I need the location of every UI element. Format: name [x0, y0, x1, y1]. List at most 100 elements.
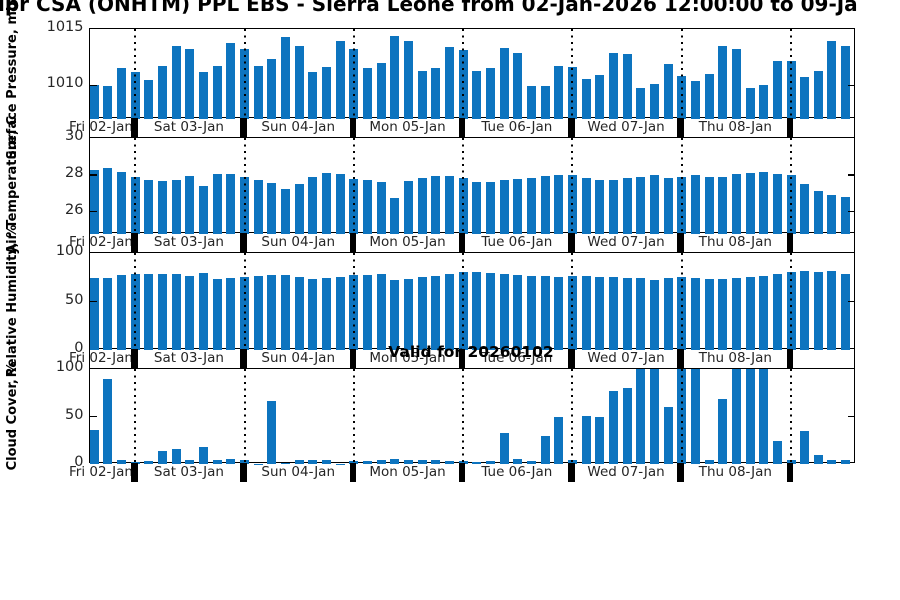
midnight-gridline [571, 369, 574, 464]
bar [281, 275, 291, 350]
midnight-gridline [790, 253, 792, 350]
y-tick-mark [89, 84, 97, 86]
y-axis-label-cloud: Cloud Cover, % [5, 361, 20, 470]
bar [185, 276, 195, 350]
day-separator-bar [458, 463, 466, 482]
bar [636, 278, 646, 350]
bar [827, 41, 837, 119]
bar [772, 274, 782, 350]
bar [144, 461, 154, 464]
bar [322, 173, 332, 234]
bar [158, 274, 168, 350]
bar [622, 388, 632, 464]
day-label: Sun 04-Jan [261, 119, 336, 135]
day-separator-bar [131, 233, 138, 252]
bar [472, 182, 482, 234]
midnight-gridline [790, 29, 792, 119]
bar [89, 278, 99, 350]
day-label: Tue 06-Jan [481, 464, 553, 480]
bar [622, 53, 632, 119]
day-separator-bar [240, 349, 247, 368]
bar [827, 271, 837, 350]
bar [294, 460, 304, 464]
bar [663, 63, 673, 119]
bar [608, 390, 618, 464]
bar [554, 174, 564, 234]
midnight-gridline [680, 369, 683, 464]
bar [663, 177, 673, 234]
bar [800, 271, 810, 350]
y-tick-mark [847, 174, 855, 176]
bar [499, 432, 509, 464]
bar [117, 172, 127, 234]
bar [171, 45, 181, 119]
bar [89, 429, 99, 464]
day-label: Mon 05-Jan [369, 119, 446, 135]
bar [690, 174, 700, 234]
bar [759, 276, 769, 350]
y-tick-mark [89, 415, 97, 418]
bar [335, 277, 345, 350]
bar [431, 68, 441, 119]
day-label: Sat 03-Jan [153, 234, 224, 250]
bar [800, 77, 810, 119]
midnight-gridline [134, 29, 137, 119]
bar [267, 275, 277, 350]
bar [608, 277, 618, 350]
bar [595, 416, 605, 464]
day-label: Fri 02-Jan [69, 234, 133, 250]
bar [158, 66, 168, 119]
day-separator-bar [568, 349, 575, 368]
bar [253, 180, 263, 234]
bar [540, 276, 550, 350]
y-tick-label: 100 [55, 359, 84, 375]
midnight-gridline [462, 29, 465, 119]
day-label: Fri 02-Jan [69, 119, 133, 135]
bar [595, 180, 605, 234]
midnight-gridline [243, 29, 246, 119]
bar [444, 274, 454, 350]
bar [294, 45, 304, 119]
bar [663, 278, 673, 350]
bar [226, 174, 236, 234]
day-label: Sat 03-Jan [153, 350, 224, 366]
bar [253, 66, 263, 119]
bar [212, 66, 222, 119]
midnight-gridline [680, 29, 683, 119]
bar [308, 279, 318, 350]
y-tick-label: 0 [74, 454, 84, 470]
bar [431, 460, 441, 464]
date-label-row [88, 349, 855, 368]
bar [690, 369, 700, 464]
day-label: Sun 04-Jan [261, 464, 336, 480]
day-separator-bar [458, 118, 466, 137]
bar [841, 460, 851, 464]
bar [103, 167, 113, 234]
bar [513, 459, 523, 464]
bar [267, 183, 277, 234]
bar [376, 62, 386, 119]
day-separator-bar [349, 349, 357, 368]
bar [281, 188, 291, 234]
bar [281, 36, 291, 119]
bar [363, 275, 373, 350]
bar [363, 180, 373, 234]
y-tick-mark [847, 415, 855, 418]
y-tick-mark [89, 174, 97, 176]
bar [759, 172, 769, 234]
bar [404, 279, 413, 350]
midnight-gridline [243, 138, 246, 234]
bar [376, 460, 386, 464]
bar [404, 181, 413, 234]
midnight-gridline [134, 138, 137, 234]
bar [690, 80, 700, 119]
day-separator-bar [677, 233, 684, 252]
bar [704, 176, 714, 234]
y-tick-label: 100 [55, 243, 84, 259]
subplot-cloud-cover [88, 368, 855, 464]
valid-for-annotation: Valid for 20260102 [388, 343, 554, 361]
day-label: Wed 07-Jan [587, 464, 665, 480]
bar [718, 45, 728, 119]
subplot-air-temperature [88, 137, 855, 234]
bar [253, 276, 263, 350]
